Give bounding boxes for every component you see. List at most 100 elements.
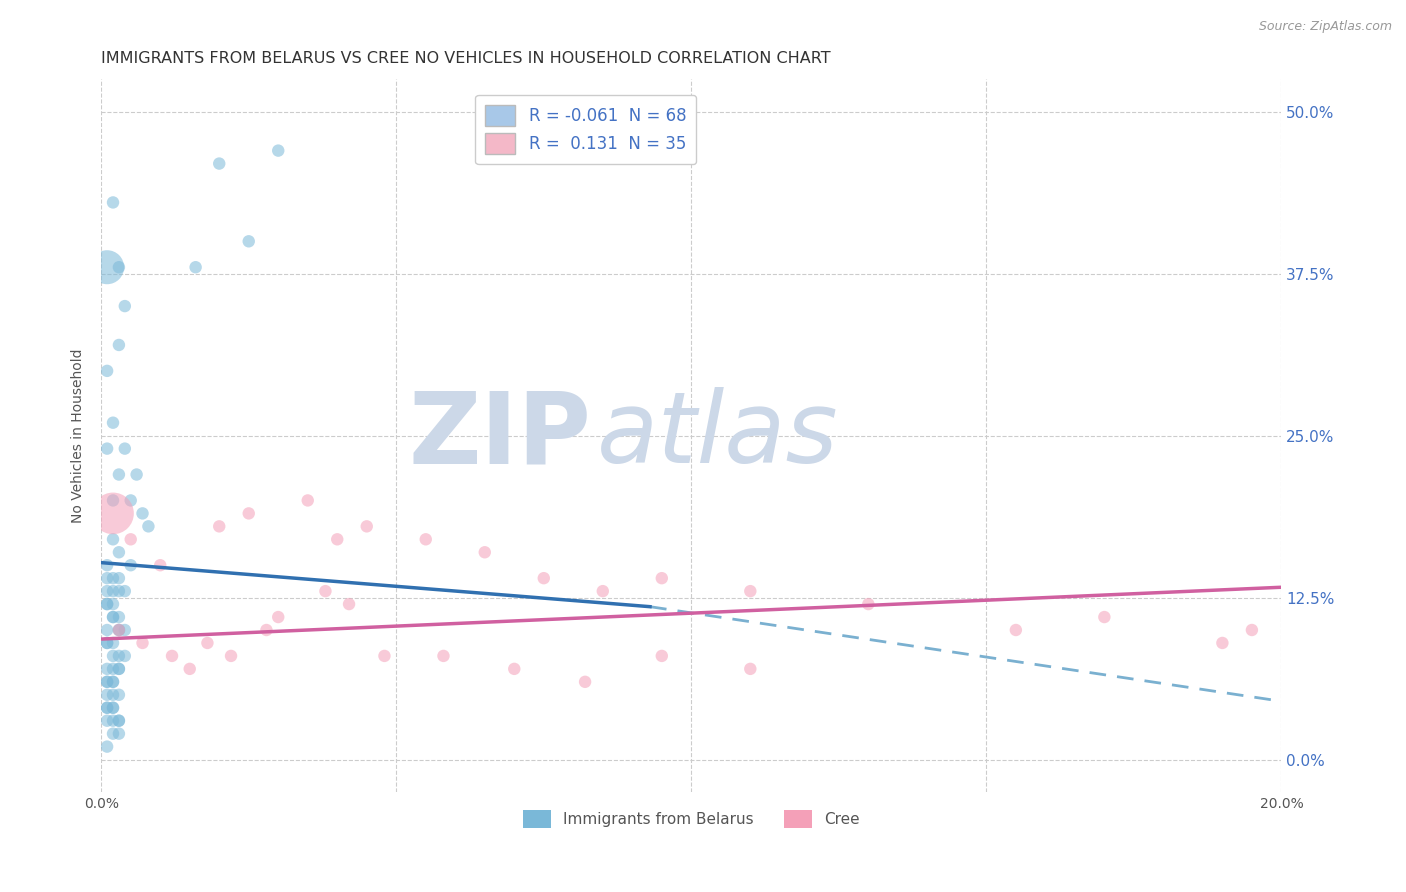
Point (96, 260, 118, 275)
Point (101, 416, 124, 430)
Point (108, 688, 131, 702)
Point (432, 648, 454, 663)
Point (1240, 623, 1263, 637)
Point (96, 636, 118, 650)
Point (96, 662, 118, 676)
Point (96, 636, 118, 650)
Point (108, 623, 131, 637)
Point (108, 571, 131, 585)
Point (651, 571, 673, 585)
Point (592, 584, 614, 599)
Point (96, 674, 118, 689)
Point (219, 648, 242, 663)
Point (101, 533, 124, 547)
Point (858, 597, 880, 611)
Point (184, 260, 207, 275)
Point (314, 584, 336, 599)
Point (101, 700, 124, 714)
Point (96, 688, 118, 702)
Point (131, 636, 153, 650)
Point (1211, 636, 1233, 650)
Point (533, 571, 555, 585)
Text: Source: ZipAtlas.com: Source: ZipAtlas.com (1258, 20, 1392, 33)
Text: atlas: atlas (598, 387, 838, 484)
Point (373, 648, 395, 663)
Point (474, 545, 496, 559)
Point (108, 545, 131, 559)
Point (101, 636, 124, 650)
Point (238, 507, 260, 521)
Point (114, 442, 136, 456)
Point (197, 636, 219, 650)
Y-axis label: No Vehicles in Household: No Vehicles in Household (72, 349, 86, 523)
Point (267, 610, 290, 624)
Point (326, 533, 349, 547)
Point (131, 507, 153, 521)
Point (101, 648, 124, 663)
Point (101, 610, 124, 624)
Point (114, 584, 136, 599)
Point (101, 610, 124, 624)
Point (101, 662, 124, 676)
Point (108, 467, 131, 482)
Point (108, 610, 131, 624)
Point (101, 571, 124, 585)
Text: ZIP: ZIP (408, 387, 591, 484)
Point (96, 597, 118, 611)
Point (108, 726, 131, 740)
Point (96, 739, 118, 754)
Point (108, 714, 131, 728)
Point (108, 623, 131, 637)
Point (574, 674, 596, 689)
Point (96, 700, 118, 714)
Point (120, 558, 142, 573)
Point (96, 364, 118, 378)
Point (120, 493, 142, 508)
Point (96, 571, 118, 585)
Point (101, 507, 124, 521)
Point (101, 493, 124, 508)
Point (238, 235, 260, 249)
Point (149, 558, 172, 573)
Point (108, 584, 131, 599)
Point (114, 623, 136, 637)
Point (208, 156, 231, 170)
Point (179, 662, 201, 676)
Point (108, 648, 131, 663)
Point (114, 299, 136, 313)
Point (114, 648, 136, 663)
Point (651, 648, 673, 663)
Point (101, 714, 124, 728)
Point (96, 700, 118, 714)
Point (108, 662, 131, 676)
Point (101, 597, 124, 611)
Point (96, 623, 118, 637)
Point (96, 714, 118, 728)
Point (101, 688, 124, 702)
Point (101, 674, 124, 689)
Point (1092, 610, 1115, 624)
Point (356, 519, 378, 533)
Point (740, 584, 762, 599)
Point (96, 584, 118, 599)
Point (101, 195, 124, 210)
Point (256, 623, 278, 637)
Point (108, 260, 131, 275)
Point (337, 597, 360, 611)
Point (101, 584, 124, 599)
Point (160, 648, 183, 663)
Point (108, 338, 131, 352)
Point (297, 493, 319, 508)
Point (1005, 623, 1028, 637)
Point (108, 623, 131, 637)
Point (96, 674, 118, 689)
Point (101, 674, 124, 689)
Point (503, 662, 526, 676)
Point (120, 533, 142, 547)
Point (415, 533, 437, 547)
Text: IMMIGRANTS FROM BELARUS VS CREE NO VEHICLES IN HOUSEHOLD CORRELATION CHART: IMMIGRANTS FROM BELARUS VS CREE NO VEHIC… (101, 51, 831, 66)
Point (96, 597, 118, 611)
Point (208, 519, 231, 533)
Point (267, 144, 290, 158)
Point (96, 558, 118, 573)
